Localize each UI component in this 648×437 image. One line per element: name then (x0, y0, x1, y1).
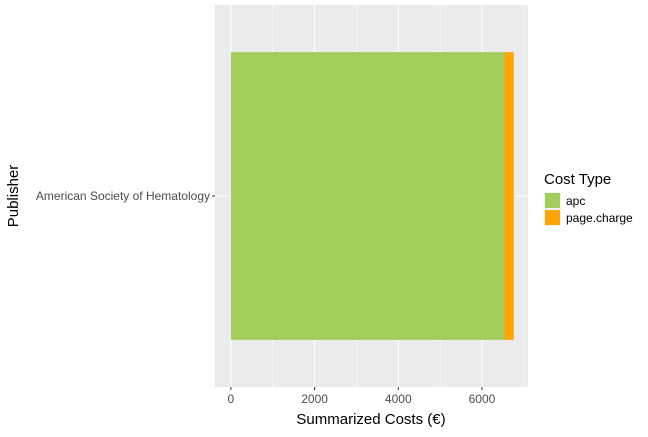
y-axis-ticks: American Society of Hematology (36, 189, 215, 203)
bar-apc (230, 52, 505, 340)
legend-label: apc (566, 194, 585, 208)
legend: Cost Type apc page.charge (544, 171, 633, 226)
legend-swatch (545, 210, 560, 225)
y-axis-title: Publisher (5, 165, 22, 228)
x-tick-label: 6000 (469, 392, 496, 406)
bars (230, 52, 514, 340)
legend-title: Cost Type (544, 171, 611, 188)
y-tick-label: American Society of Hematology (36, 189, 210, 203)
x-axis-title: Summarized Costs (€) (296, 411, 445, 428)
legend-swatch (545, 193, 560, 208)
x-axis-ticks: 0 2000 4000 6000 (228, 387, 496, 406)
legend-label: page.charge (566, 211, 633, 225)
legend-entries: apc page.charge (544, 192, 633, 226)
x-tick-label: 2000 (301, 392, 328, 406)
bar-page-charge (504, 52, 514, 340)
x-tick-label: 4000 (385, 392, 412, 406)
x-tick-label: 0 (228, 392, 235, 406)
